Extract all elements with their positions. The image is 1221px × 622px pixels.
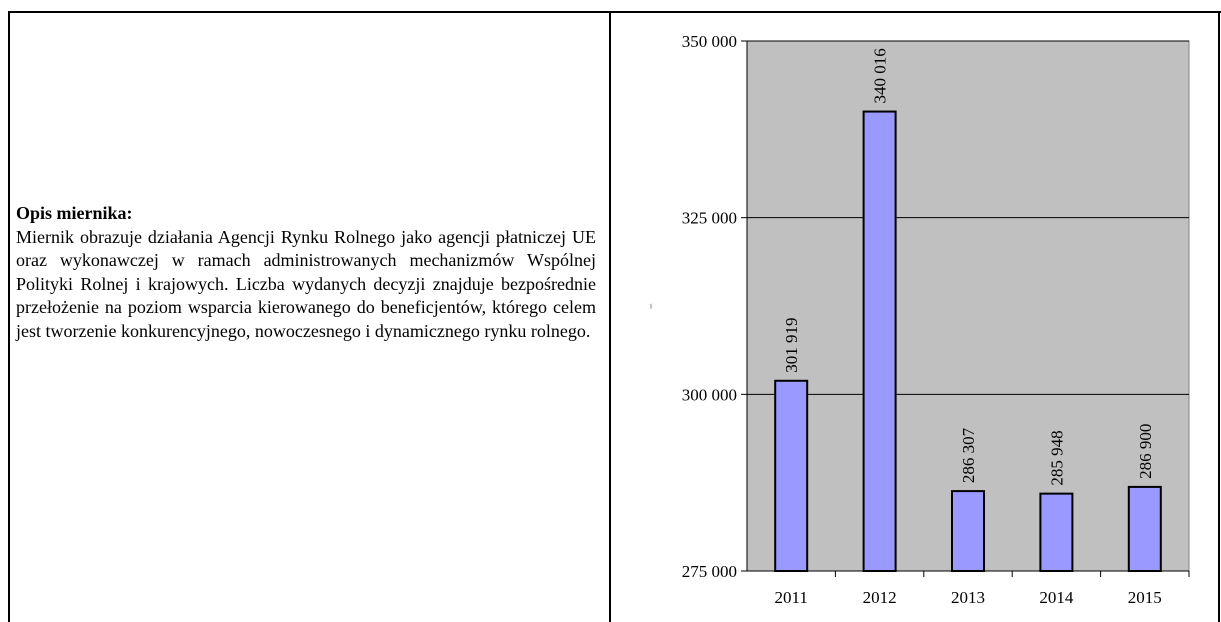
bar xyxy=(951,490,985,572)
x-tick-label: 2014 xyxy=(1039,588,1074,607)
x-tick-label: 2012 xyxy=(863,588,897,607)
bar xyxy=(862,110,897,573)
x-tick-label: 2011 xyxy=(775,588,808,607)
description-cell: Opis miernika: Miernik obrazuje działani… xyxy=(16,202,596,343)
bar xyxy=(774,379,809,572)
y-tick-label: 300 000 xyxy=(682,385,737,404)
table-divider xyxy=(609,11,611,622)
x-tick-label: 2015 xyxy=(1128,588,1162,607)
x-tick-label: 2013 xyxy=(951,588,985,607)
y-tick-label: 275 000 xyxy=(682,562,737,581)
table-border-left xyxy=(8,11,10,622)
bar xyxy=(1039,492,1074,572)
table-border-top xyxy=(8,11,1221,13)
data-label: 301 919 xyxy=(782,318,801,373)
bar-chart: 275 000 300 000 325 000 350 000 szt. 2011 301 … xyxy=(648,32,1190,607)
data-label: 285 948 xyxy=(1047,430,1066,485)
y-tick-label: 325 000 xyxy=(682,209,737,228)
bar xyxy=(1127,485,1162,573)
data-label: 286 307 xyxy=(959,427,978,483)
y-axis-label: szt. xyxy=(648,303,653,308)
y-tick-label: 350 000 xyxy=(682,32,737,51)
data-label: 340 016 xyxy=(871,48,890,103)
data-label: 286 900 xyxy=(1136,424,1155,479)
description-body: Miernik obrazuje działania Agencji Rynku… xyxy=(16,226,596,341)
table-border-right xyxy=(1218,11,1220,622)
description-title: Opis miernika: xyxy=(16,203,133,223)
